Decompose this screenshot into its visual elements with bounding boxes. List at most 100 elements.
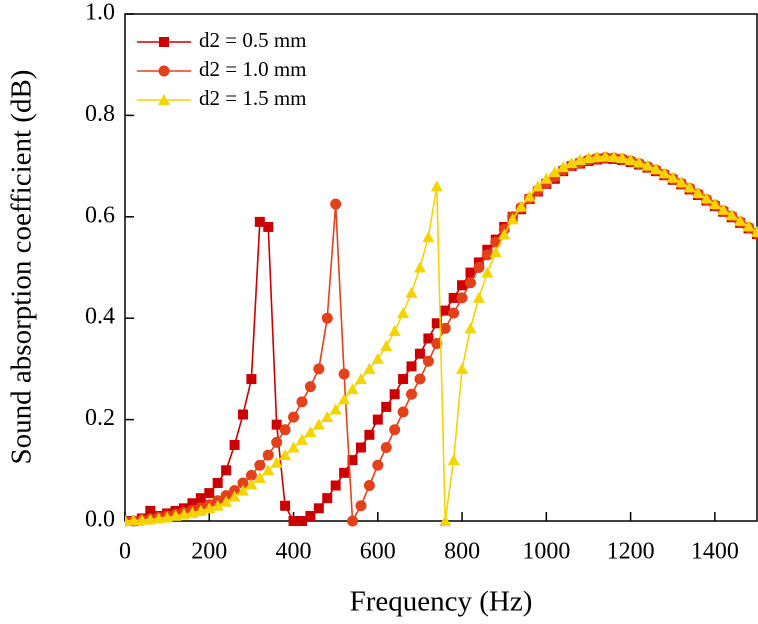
x-tick-label: 400 <box>276 539 312 565</box>
data-point <box>363 480 375 492</box>
data-point <box>456 292 468 304</box>
data-point <box>465 267 476 278</box>
data-point <box>313 363 325 375</box>
data-point <box>380 441 392 453</box>
data-point <box>692 186 705 198</box>
data-point <box>363 362 376 374</box>
y-axis-label: Sound absorption coefficient (dB) <box>6 70 38 465</box>
data-point <box>304 381 316 393</box>
y-tick-label: 0.6 <box>85 202 115 228</box>
data-point <box>515 200 528 212</box>
data-point <box>254 216 265 227</box>
data-point <box>304 426 317 438</box>
data-point <box>355 500 367 512</box>
data-point <box>321 312 333 324</box>
data-point <box>464 277 476 289</box>
data-point <box>279 424 291 436</box>
data-point <box>457 280 468 291</box>
data-point <box>717 203 730 215</box>
x-tick-label: 1400 <box>691 539 739 565</box>
x-tick-label: 1000 <box>522 539 570 565</box>
data-point <box>456 362 469 374</box>
data-point <box>397 307 410 319</box>
plot-frame <box>124 13 758 522</box>
data-point <box>262 464 275 476</box>
legend-label: d2 = 0.5 mm <box>199 28 307 52</box>
data-point <box>389 424 401 436</box>
data-point <box>380 340 393 352</box>
data-point <box>312 418 325 430</box>
data-point <box>523 190 536 202</box>
legend-marker <box>158 65 170 77</box>
data-point <box>422 355 434 367</box>
data-point <box>498 228 511 240</box>
data-point <box>388 324 401 336</box>
data-point <box>263 221 274 232</box>
data-point <box>742 220 755 232</box>
data-point <box>423 333 434 344</box>
data-point <box>270 456 283 468</box>
data-point <box>372 414 383 425</box>
data-point <box>288 516 299 526</box>
data-point <box>237 477 249 489</box>
data-point <box>220 495 233 507</box>
data-point <box>624 154 637 166</box>
data-point <box>439 322 451 334</box>
data-point <box>296 396 308 408</box>
data-point <box>364 429 375 440</box>
data-point <box>675 176 688 188</box>
data-point <box>430 180 443 192</box>
x-tick-label: 0 <box>119 539 131 565</box>
data-point <box>169 509 182 521</box>
data-point <box>339 467 350 478</box>
data-point <box>489 246 502 258</box>
data-point <box>221 465 232 476</box>
data-point <box>127 514 140 526</box>
data-point <box>666 171 679 183</box>
data-point <box>330 198 342 210</box>
data-point <box>161 511 174 523</box>
data-point <box>464 322 477 334</box>
data-point <box>506 213 519 225</box>
data-point <box>229 439 240 450</box>
data-point <box>338 393 351 405</box>
x-tick-label: 800 <box>444 539 480 565</box>
data-point <box>658 167 671 179</box>
legend-label: d2 = 1.5 mm <box>199 86 307 110</box>
data-point <box>751 226 758 238</box>
data-point <box>347 515 359 527</box>
data-point <box>211 499 224 511</box>
data-point <box>245 478 258 490</box>
data-point <box>405 286 418 298</box>
data-point <box>322 493 333 504</box>
data-point <box>440 305 451 316</box>
data-point <box>481 249 493 261</box>
data-point <box>683 181 696 193</box>
data-point <box>338 368 350 380</box>
legend-label: d2 = 1.0 mm <box>199 57 307 81</box>
data-point <box>473 262 485 273</box>
data-point <box>229 485 241 497</box>
series-line <box>125 155 758 522</box>
data-point <box>254 459 266 471</box>
data-point <box>354 373 367 385</box>
y-tick-label: 0.2 <box>85 405 115 431</box>
data-point <box>145 505 156 516</box>
y-tick-label: 0.0 <box>85 507 115 533</box>
data-point <box>187 498 198 509</box>
data-point <box>481 266 494 278</box>
data-point <box>599 150 612 162</box>
data-point <box>280 500 291 511</box>
data-point <box>346 383 359 395</box>
data-point <box>212 477 223 488</box>
data-point <box>296 516 307 526</box>
data-point <box>590 150 603 162</box>
data-point <box>245 469 257 481</box>
data-point <box>397 406 409 418</box>
data-point <box>195 493 206 504</box>
plot-area <box>125 150 758 527</box>
data-point <box>313 503 324 514</box>
x-tick-label: 1200 <box>607 539 655 565</box>
data-point <box>237 409 248 420</box>
